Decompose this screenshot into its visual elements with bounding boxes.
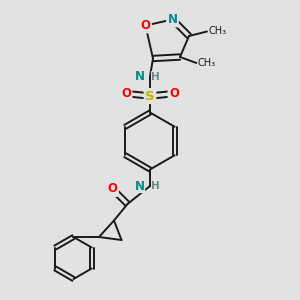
Text: N: N bbox=[167, 13, 178, 26]
Text: O: O bbox=[107, 182, 118, 196]
Text: O: O bbox=[121, 87, 131, 100]
Text: O: O bbox=[140, 19, 151, 32]
Text: H: H bbox=[152, 181, 160, 191]
Text: N: N bbox=[135, 179, 145, 193]
Text: CH₃: CH₃ bbox=[208, 26, 226, 37]
Text: N: N bbox=[135, 70, 145, 83]
Text: H: H bbox=[152, 71, 160, 82]
Text: CH₃: CH₃ bbox=[198, 58, 216, 68]
Text: O: O bbox=[169, 87, 179, 100]
Text: S: S bbox=[145, 89, 155, 103]
